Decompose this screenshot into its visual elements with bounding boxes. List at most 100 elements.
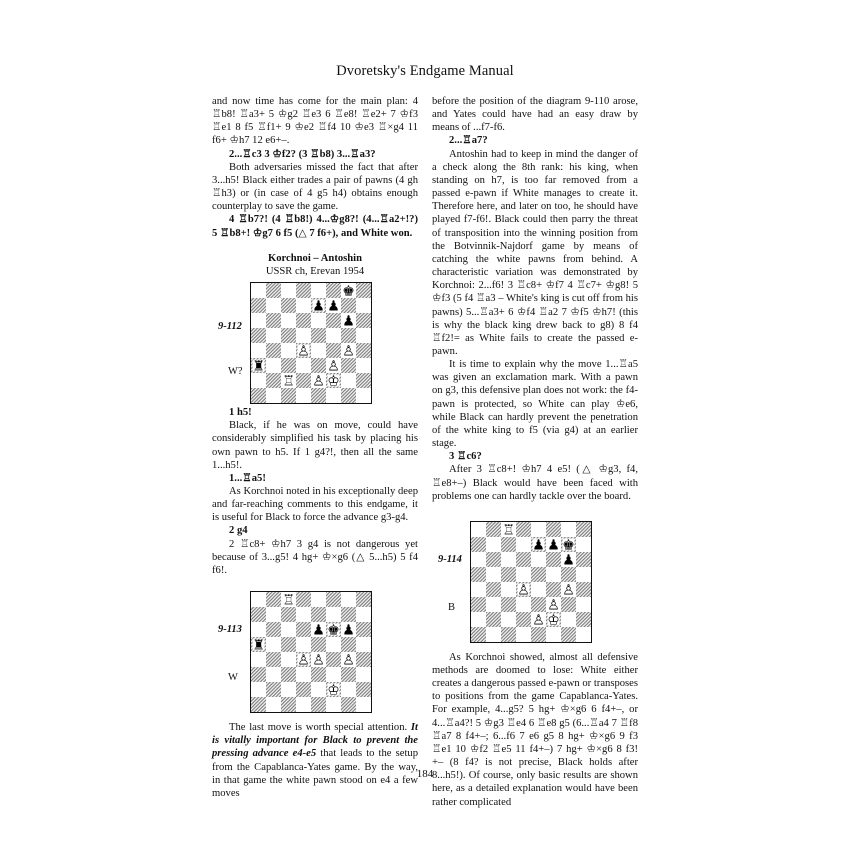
light-square [486,566,501,582]
move-line: 2...♖c3 3 ♔f2? (3 ♖b8) 3...♖a3? [229,148,376,160]
light-square [531,551,546,567]
light-square [281,652,296,668]
light-square [251,343,266,359]
light-square [326,697,341,713]
light-square [471,551,486,567]
light-square [311,682,326,698]
piece-backdrop [502,523,515,536]
light-square [356,667,371,683]
light-square [296,637,311,653]
paragraph: The last move is worth special attention… [212,722,418,799]
piece-backdrop [547,538,560,551]
light-square [531,521,546,537]
dark-square [281,328,296,344]
dark-square [501,566,516,582]
move-line: 2...♖a7? [449,135,488,147]
dark-square [531,626,546,642]
light-square [251,373,266,389]
dark-square [516,611,531,627]
piece-backdrop [547,613,560,626]
dark-square [326,283,341,299]
light-square [281,682,296,698]
dark-square [356,373,371,389]
piece-backdrop [342,623,355,636]
light-square [266,637,281,653]
light-square [341,682,356,698]
light-square [356,607,371,623]
dark-square [251,697,266,713]
piece-backdrop [562,583,575,596]
dark-square [356,592,371,608]
diagram-9-112: 9-112 W? ♚ ♟ ♟ ♟ ♙ ♙ ♜ ♙ ♖ ♙ ♔ [212,282,418,405]
piece-backdrop [562,553,575,566]
chess-piece-e7: ♟ [532,537,545,553]
chess-piece-g4: ♙ [342,653,355,669]
light-square [296,358,311,374]
dark-square [471,596,486,612]
light-square [341,592,356,608]
paragraph: Both adversaries missed the fact that af… [212,161,418,213]
light-square [311,283,326,299]
dark-square [356,682,371,698]
dark-square [311,697,326,713]
dark-square [281,697,296,713]
dark-square [341,358,356,374]
piece-backdrop [297,653,310,666]
piece-backdrop [342,284,355,297]
light-square [251,622,266,638]
diagram-label: 9-113 [218,624,242,636]
dark-square [266,373,281,389]
dark-square [341,607,356,623]
dark-square [296,313,311,329]
piece-backdrop [312,374,325,387]
paragraph: Black, if he was on move, could have con… [212,420,418,471]
light-square [296,388,311,404]
dark-square [296,592,311,608]
dark-square [341,328,356,344]
dark-square [576,611,591,627]
chess-piece-g6: ♟ [342,623,355,639]
light-square [576,536,591,552]
piece-backdrop [327,683,340,696]
light-square [576,596,591,612]
light-square [266,607,281,623]
light-square [471,611,486,627]
dark-square [311,667,326,683]
diagram-label: 9-114 [438,553,462,565]
move-line: 1...♖a5! [229,472,266,484]
dark-square [251,388,266,404]
paragraph: As Korchnoi showed, almost all defensive… [432,651,638,808]
dark-square [546,581,561,597]
light-square [486,596,501,612]
move-line: 2 g4 [229,525,248,537]
dark-square [311,328,326,344]
move-line: 1 h5! [229,407,252,419]
piece-backdrop [252,359,265,372]
chess-piece-f3: ♙ [547,597,560,613]
paragraph: and now time has come for the main plan:… [212,96,418,147]
dark-square [576,521,591,537]
side-to-move: W [228,672,238,684]
paragraph: Antoshin had to keep in mind the danger … [432,148,638,357]
dark-square [516,551,531,567]
light-square [326,328,341,344]
dark-square [281,667,296,683]
move-line: 4 ♖b7?! (4 ♖b8!) 4...♔g8?! (4...♖a2+!?) … [212,214,418,239]
dark-square [251,298,266,314]
dark-square [561,626,576,642]
left-column: and now time has come for the main plan:… [212,95,418,800]
piece-backdrop [342,314,355,327]
dark-square [311,358,326,374]
light-square [296,328,311,344]
right-column: before the position of the diagram 9-110… [432,95,638,809]
chess-piece-f7: ♟ [327,299,340,315]
light-square [516,536,531,552]
light-square [281,283,296,299]
chess-piece-d4: ♙ [297,653,310,669]
dark-square [356,283,371,299]
dark-square [266,283,281,299]
light-square [326,607,341,623]
dark-square [501,536,516,552]
light-square [266,328,281,344]
light-square [311,592,326,608]
